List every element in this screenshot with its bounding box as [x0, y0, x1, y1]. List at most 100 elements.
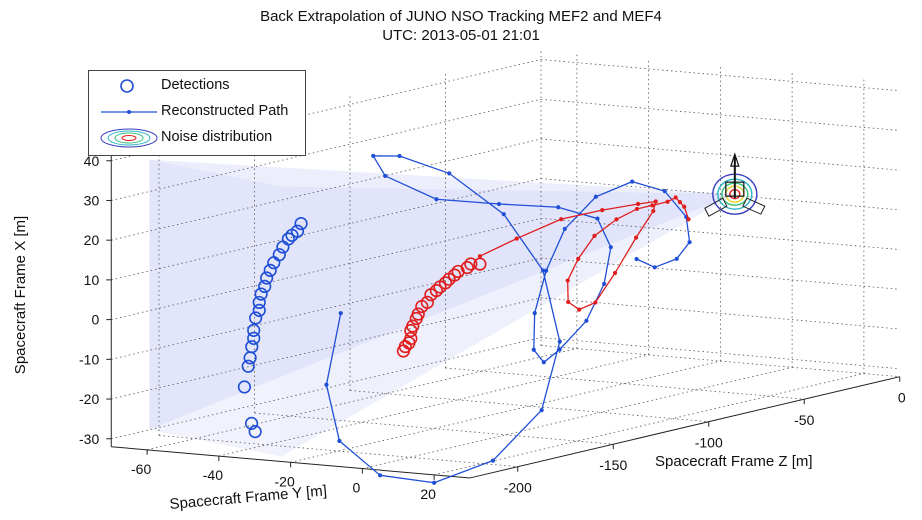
- chart-title: Back Extrapolation of JUNO NSO Tracking …: [260, 8, 662, 25]
- grid-line: [111, 138, 542, 241]
- blue-path-point: [652, 265, 657, 270]
- axis-lines: [106, 152, 901, 480]
- red-path-point: [634, 206, 640, 212]
- data-series: [237, 153, 692, 485]
- blue-path-point: [540, 268, 546, 273]
- red-path-point: [514, 236, 519, 241]
- grid-line: [147, 348, 577, 451]
- z-tick-label: -20: [79, 391, 99, 407]
- grid-line: [362, 366, 793, 469]
- blue-path-point: [630, 179, 635, 184]
- legend-item-noise: Noise distribution: [89, 126, 305, 150]
- grid-line: [254, 412, 614, 445]
- blue-detection-marker: [247, 323, 261, 337]
- grid-line: [111, 178, 542, 281]
- x-tick-label: 0: [352, 480, 360, 496]
- legend-label: Detections: [161, 77, 230, 93]
- grid-line: [111, 217, 542, 320]
- blue-detection-marker: [248, 425, 262, 439]
- red-detection-marker: [438, 276, 453, 290]
- red-path-point: [673, 195, 678, 200]
- blue-path-point: [371, 153, 376, 159]
- red-path-point: [665, 199, 670, 204]
- contour-icon: [100, 128, 158, 148]
- x-tick-label: -40: [203, 467, 223, 483]
- red-path-point: [614, 217, 619, 222]
- legend: Detections Reconstructed Path Noise dist…: [88, 70, 306, 156]
- red-detection-marker: [404, 331, 418, 346]
- blue-detection-marker: [237, 380, 252, 394]
- blue-path-point: [595, 216, 600, 221]
- y-tick-label: -150: [599, 457, 627, 473]
- grid-line: [540, 297, 900, 330]
- red-path-point: [565, 278, 570, 283]
- grid-line: [540, 217, 900, 251]
- blue-path-point: [539, 407, 544, 413]
- noise-distribution: [704, 152, 766, 217]
- red-path-point: [633, 235, 639, 240]
- grid-line: [540, 138, 900, 171]
- blue-detection-marker: [260, 271, 274, 285]
- z-tick-label: -10: [79, 351, 99, 367]
- blue-path-point: [556, 205, 561, 210]
- x-tick-label: 20: [420, 486, 436, 502]
- z-tick-label: 10: [84, 272, 100, 288]
- red-path-point: [650, 203, 655, 208]
- red-path-point: [592, 233, 597, 238]
- blue-path-point: [447, 171, 452, 176]
- z-tick-label: -30: [79, 431, 99, 447]
- blue-path-point: [687, 240, 692, 245]
- blue-path-point: [662, 189, 667, 194]
- y-tick-label: -200: [504, 480, 532, 496]
- grid-line: [540, 98, 900, 131]
- red-detection-marker: [464, 257, 478, 271]
- red-path-point: [477, 254, 483, 259]
- red-detection-marker: [473, 257, 487, 271]
- blue-detection-marker: [245, 340, 259, 354]
- x-axis-label: Spacecraft Frame Y [m]: [169, 482, 328, 513]
- blue-detection-marker: [281, 232, 295, 246]
- blue-path-point: [634, 256, 639, 262]
- x-tick-label: -60: [131, 461, 151, 477]
- red-detection-marker: [406, 319, 420, 333]
- red-path-point: [682, 204, 687, 209]
- grid-line: [434, 373, 864, 476]
- blue-path-point: [490, 458, 496, 463]
- grid-line: [111, 297, 542, 400]
- blue-path-point: [608, 245, 613, 250]
- grid-line: [349, 390, 709, 423]
- blue-path-point: [593, 194, 598, 199]
- grid-line: [540, 59, 900, 92]
- blue-path-point: [557, 339, 562, 344]
- blue-detection-marker: [272, 248, 286, 262]
- y-tick-label: 0: [898, 390, 906, 406]
- blue-detection-marker: [290, 224, 305, 238]
- blue-path-point: [674, 256, 679, 261]
- blue-path-point: [324, 382, 329, 387]
- chart-subtitle: UTC: 2013-05-01 21:01: [382, 27, 540, 44]
- legend-label: Noise distribution: [161, 129, 273, 145]
- red-detection-marker: [460, 261, 474, 275]
- grid-line: [111, 337, 542, 440]
- red-path-point: [653, 199, 658, 204]
- blue-path-point: [377, 473, 383, 478]
- z-tick-label: 20: [84, 232, 100, 248]
- legend-item-path: Reconstructed Path: [89, 100, 305, 124]
- blue-path-point: [531, 347, 536, 352]
- blue-path-point: [397, 153, 402, 159]
- red-detection-marker: [420, 295, 434, 309]
- blue-detection-marker: [252, 303, 266, 317]
- red-path-point: [612, 270, 618, 276]
- z-tick-label: 40: [84, 153, 100, 169]
- z-tick-label: 30: [84, 192, 100, 208]
- blue-detection-marker: [294, 216, 308, 231]
- y-tick-label: -100: [695, 435, 723, 451]
- blue-path-point: [562, 226, 567, 232]
- circle-marker-icon: [120, 79, 134, 93]
- camera-view-cone: [149, 159, 735, 457]
- blue-path-point: [501, 212, 506, 217]
- grid-line: [540, 337, 900, 370]
- grid-line: [111, 257, 542, 360]
- z-tick-label: 0: [91, 312, 99, 328]
